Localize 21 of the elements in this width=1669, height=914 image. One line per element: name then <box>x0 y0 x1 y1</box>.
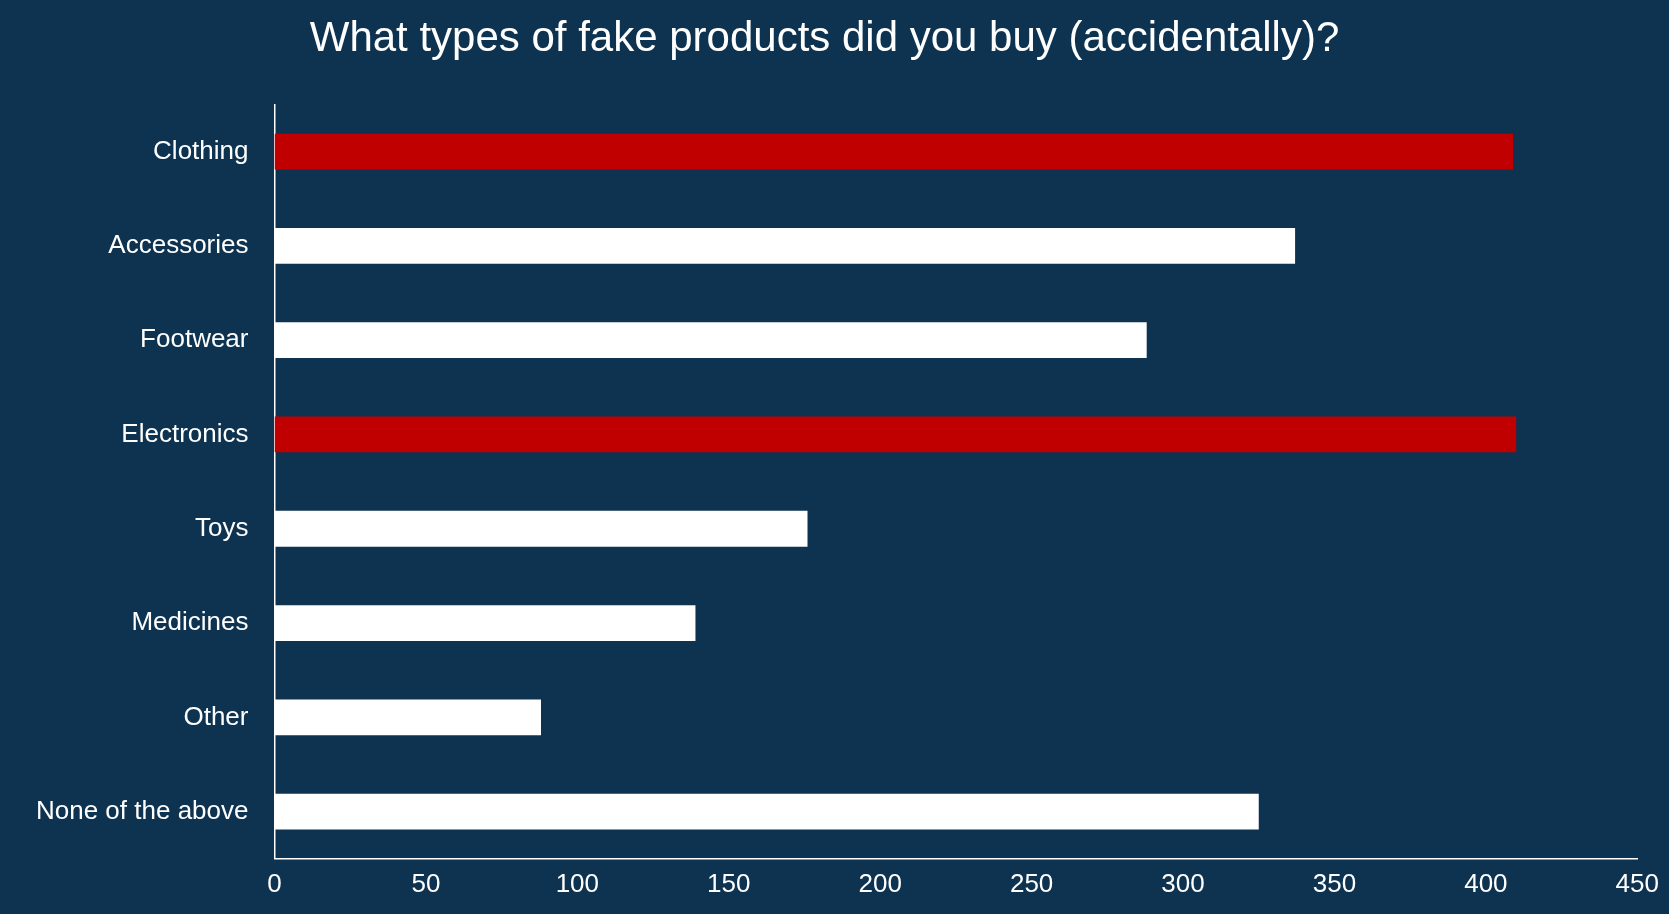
y-tick-label: Footwear <box>140 323 249 354</box>
x-tick-label: 250 <box>1009 867 1054 898</box>
y-tick-label: Clothing <box>153 134 249 165</box>
y-tick-label: Electronics <box>121 417 249 448</box>
y-tick-label: Accessories <box>108 229 249 260</box>
x-tick-label: 300 <box>1161 867 1205 898</box>
x-tick-label: 450 <box>1615 867 1660 898</box>
x-tick-label: 50 <box>411 867 441 898</box>
x-tick-label: 350 <box>1312 867 1357 898</box>
bar <box>274 416 1517 453</box>
x-tick-label: 150 <box>707 867 751 898</box>
y-tick-label: None of the above <box>35 794 249 825</box>
chart-title: What types of fake products did you buy (accidentally)? <box>309 12 1340 60</box>
y-tick-label: Toys <box>195 511 249 542</box>
y-tick-label: Medicines <box>131 606 249 637</box>
x-tick-label: 200 <box>858 867 902 898</box>
x-tick-label: 100 <box>555 867 600 898</box>
bar <box>274 133 1514 170</box>
y-tick-label: Other <box>183 700 249 731</box>
x-tick-label: 400 <box>1464 867 1508 898</box>
x-tick-label: 0 <box>267 867 282 898</box>
